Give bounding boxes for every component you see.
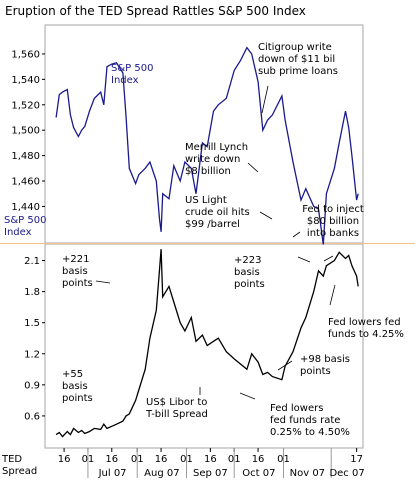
annotation-line: +223 bbox=[234, 255, 261, 266]
annotation-libor: US$ Libor to T-bill Spread bbox=[145, 397, 208, 420]
annotation-pointer bbox=[261, 85, 269, 114]
sp500-y-tick-label: 1,460 bbox=[11, 177, 40, 188]
sp500-axis-label-line: Index bbox=[4, 227, 32, 238]
annotation-fed-inject: Fed to inject $80 billion into banks bbox=[302, 204, 364, 239]
sp500-axis-label: S&P 500 Index bbox=[4, 215, 50, 238]
annotation-line: T-bill Spread bbox=[145, 409, 208, 420]
annotation-line: +55 bbox=[62, 369, 83, 380]
sp500-y-tick-label: 1,440 bbox=[11, 202, 40, 213]
annotation-line: basis bbox=[234, 267, 260, 278]
annotation-pointer bbox=[277, 360, 293, 371]
month-label: Jul 07 bbox=[98, 468, 127, 479]
annotation-line: points bbox=[62, 278, 93, 289]
annotation-line: Citigroup write bbox=[258, 42, 332, 53]
annotation-oil: US Light crude oil hits $99 /barrel bbox=[185, 195, 250, 230]
x-tick-label: 17 bbox=[350, 454, 363, 465]
annotation-pointer bbox=[95, 280, 111, 284]
sp500-y-tick-label: 1,540 bbox=[11, 75, 40, 86]
annotation-line: write down bbox=[185, 154, 240, 165]
annotation-pointer bbox=[239, 392, 256, 400]
annotation-pointer bbox=[297, 256, 311, 263]
ted-axis-label-line: TED bbox=[1, 454, 22, 465]
annotation-pointer bbox=[292, 231, 301, 238]
annotation-line: points bbox=[234, 279, 265, 290]
annotation-line: funds to 4.25% bbox=[328, 329, 404, 340]
annotation-line: sub prime loans bbox=[258, 66, 338, 77]
annotation-line: basis bbox=[62, 266, 88, 277]
sp500-axis-label-line: S&P 500 bbox=[4, 215, 46, 226]
annotation-line: $99 /barrel bbox=[185, 219, 240, 230]
sp500-y-tick-label: 1,520 bbox=[11, 100, 40, 111]
x-tick-label: 16 bbox=[155, 454, 168, 465]
sp500-y-tick-label: 1,480 bbox=[11, 151, 40, 162]
annotations: Citigroup write down of $11 bil sub prime … bbox=[62, 42, 404, 438]
annotation-bp223: +223 basis points bbox=[234, 255, 265, 290]
month-label: Dec 07 bbox=[329, 468, 364, 479]
month-label: Aug 07 bbox=[144, 468, 179, 479]
annotation-line: basis bbox=[62, 381, 88, 392]
x-tick-label: 16 bbox=[204, 454, 217, 465]
annotation-line: fed funds rate bbox=[270, 415, 340, 426]
ted-axis-label-line: Spread bbox=[2, 466, 37, 477]
ted-y-tick-label: 1.2 bbox=[24, 349, 40, 360]
month-label: Nov 07 bbox=[290, 468, 325, 479]
annotation-line: Fed lowers bbox=[270, 403, 323, 414]
x-tick-label: 16 bbox=[58, 454, 71, 465]
annotation-line: Fed lowers fed bbox=[328, 317, 401, 328]
x-tick-label: 16 bbox=[105, 454, 118, 465]
sp500-series-line bbox=[55, 46, 359, 245]
annotation-line: US Light bbox=[185, 195, 227, 206]
ted-y-tick-label: 0.6 bbox=[24, 411, 40, 422]
annotation-line: 0.25% to 4.50% bbox=[270, 427, 350, 438]
annotation-line: into banks bbox=[307, 228, 359, 239]
sp500-y-tick-label: 1,560 bbox=[11, 49, 40, 60]
month-label: Oct 07 bbox=[242, 468, 275, 479]
sp500-series-label-line: S&P 500 bbox=[111, 63, 153, 74]
ted-axis-label: TED Spread bbox=[1, 454, 37, 477]
ted-y-tick-label: 1.5 bbox=[24, 318, 40, 329]
month-label: Sep 07 bbox=[193, 468, 228, 479]
annotation-line: $8 billion bbox=[185, 166, 231, 177]
annotation-line: Fed to inject bbox=[302, 204, 364, 215]
annotation-line: points bbox=[62, 393, 93, 404]
annotation-pointer bbox=[323, 255, 334, 262]
annotation-fed-lowers-rate: Fed lowers fed funds rate 0.25% to 4.50% bbox=[270, 403, 350, 438]
sp500-series-label-line: Index bbox=[111, 75, 139, 86]
annotation-line: points bbox=[300, 366, 331, 377]
annotation-line: $80 billion bbox=[307, 216, 359, 227]
annotation-line: +221 bbox=[62, 254, 89, 265]
annotation-fed-lowers-425: Fed lowers fed funds to 4.25% bbox=[328, 317, 404, 340]
annotation-line: +98 basis bbox=[300, 354, 350, 365]
ted-y-tick-label: 1.8 bbox=[24, 287, 40, 298]
ted-y-tick-label: 2.1 bbox=[24, 256, 40, 267]
sp500-series-label: S&P 500 Index bbox=[111, 63, 157, 86]
annotation-pointer bbox=[329, 284, 336, 306]
annotation-bp98: +98 basis points bbox=[300, 354, 350, 377]
annotation-citigroup: Citigroup write down of $11 bil sub prime … bbox=[258, 42, 338, 77]
annotation-pointer bbox=[247, 162, 259, 173]
annotation-line: Merrill Lynch bbox=[185, 142, 248, 153]
ted-y-tick-label: 0.9 bbox=[24, 380, 40, 391]
annotation-bp221: +221 basis points bbox=[62, 254, 93, 289]
ted-y-axis: 0.6 0.9 1.2 1.5 1.8 2.1 bbox=[24, 256, 45, 422]
chart-title: Eruption of the TED Spread Rattles S&P 5… bbox=[5, 4, 306, 18]
sp500-y-tick-label: 1,500 bbox=[11, 126, 40, 137]
annotation-line: US$ Libor to bbox=[146, 397, 207, 408]
ted-series-line bbox=[55, 249, 359, 438]
x-tick-label: 16 bbox=[252, 454, 265, 465]
annotation-bp55: +55 basis points bbox=[62, 369, 93, 404]
annotation-pointer bbox=[259, 211, 273, 220]
annotation-line: crude oil hits bbox=[185, 207, 250, 218]
annotation-line: down of $11 bil bbox=[258, 54, 335, 65]
annotation-merrill: Merrill Lynch write down $8 billion bbox=[185, 142, 248, 177]
sp500-y-axis: 1,440 1,460 1,480 1,500 1,520 1,540 1,560 bbox=[11, 49, 45, 213]
